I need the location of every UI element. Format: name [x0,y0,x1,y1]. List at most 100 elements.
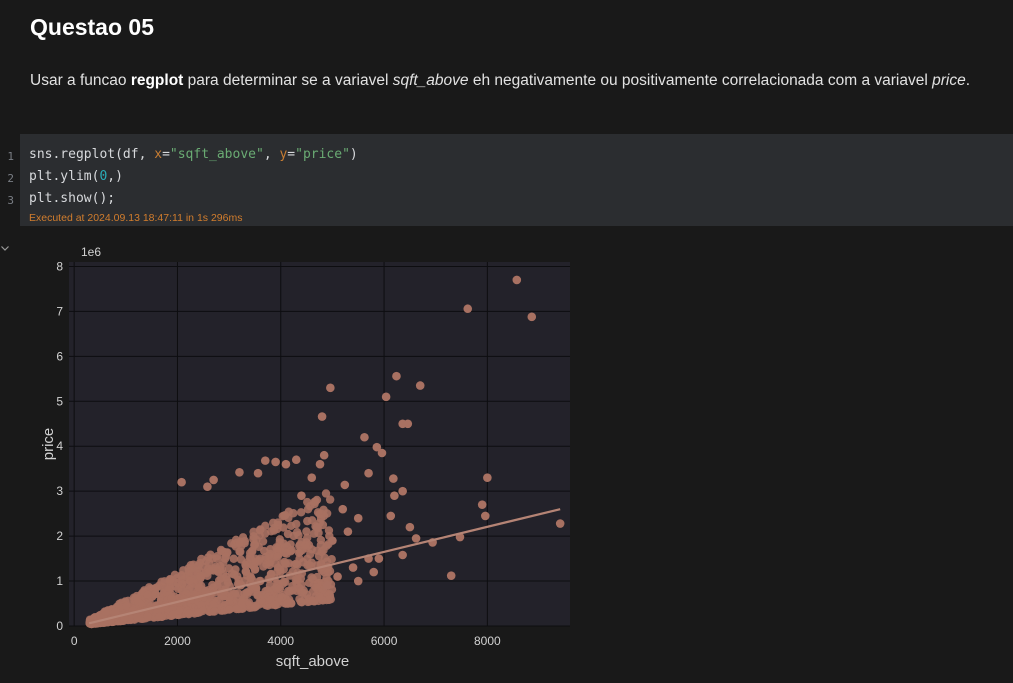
data-point [392,371,401,381]
code-token: , [263,147,280,162]
data-point [235,538,244,548]
data-point [254,542,263,552]
data-point [322,581,332,590]
data-point [250,565,260,574]
data-point [194,583,203,592]
regression-line [88,508,561,625]
data-point [279,565,288,574]
axis-ticks: 0 2000 4000 6000 8000 0 1 2 3 4 5 6 7 8 [56,259,501,648]
line-number: 1 [7,150,14,163]
data-points [85,275,565,629]
data-point [303,505,313,514]
data-point [297,598,307,607]
data-point [340,480,350,490]
y-tick-label: 4 [56,439,63,453]
data-point [292,519,301,529]
data-point [360,432,369,442]
data-point [255,554,265,563]
data-point [512,275,522,285]
data-point [308,596,317,605]
data-point [333,572,342,581]
code-token: ,) [107,169,123,184]
data-point [168,610,178,619]
scatter-plot: 0 2000 4000 6000 8000 0 1 2 3 4 5 6 7 8 1e6 sqft_abov… [40,245,570,670]
data-point [275,535,285,544]
data-point [348,563,358,572]
data-point [325,495,335,504]
data-point [364,468,373,478]
section-heading: Questao 05 [30,14,154,40]
data-point [260,456,270,465]
data-point [155,612,164,622]
data-point [294,531,303,540]
data-point [297,491,306,500]
data-point [302,527,311,536]
code-cell[interactable] [20,134,1013,226]
code-line-1[interactable]: sns.regplot(df, x="sqft_above", y="price… [29,147,358,162]
data-point [198,606,207,616]
x-tick-label: 2000 [164,634,191,648]
execution-status: Executed at 2024.09.13 18:47:11 in 1s 29… [29,212,243,224]
data-point [151,589,160,599]
data-point [205,566,215,575]
data-point [235,468,244,477]
paragraph-text: eh negativamente ou positivamente correl… [468,72,933,89]
paragraph-text: para determinar se a variavel [183,72,393,89]
data-point [209,600,218,609]
data-point [463,304,473,314]
data-point [233,572,242,581]
data-point [203,482,212,491]
data-point [377,448,387,458]
data-point [273,518,283,527]
data-point [386,511,396,521]
data-point [338,504,348,514]
data-point [232,604,241,614]
data-point [271,457,280,467]
code-line-3[interactable]: plt.show(); [29,191,116,206]
paragraph-text: . [965,72,971,89]
data-point [297,537,306,547]
data-point [246,574,255,583]
data-point [280,557,289,567]
data-point [403,419,413,429]
code-string: "price" [295,147,350,162]
data-point [291,455,301,465]
data-point [221,581,230,590]
data-point [179,566,188,575]
data-point [197,554,206,564]
data-point [293,560,302,570]
data-point [372,442,382,452]
code-string: "sqft_above" [169,147,264,162]
data-point [253,468,263,478]
y-axis-offset-label: 1e6 [81,245,101,259]
code-line-2[interactable]: plt.ylim(0,) [29,169,123,184]
data-point [152,583,161,592]
code-token: = [287,147,296,162]
collapse-output-icon[interactable] [0,243,10,253]
data-point [274,594,284,603]
code-token: ) [349,147,358,162]
data-point [194,561,203,570]
y-tick-label: 5 [56,394,63,408]
data-point [122,602,131,611]
data-point [111,607,120,617]
data-point [317,412,327,421]
data-point [251,602,261,611]
data-point [324,568,333,577]
data-point [303,497,312,507]
data-point [143,612,152,621]
data-point [321,489,331,498]
data-point [555,519,565,528]
data-point [398,550,407,560]
data-point [315,459,325,469]
data-point [415,381,425,390]
y-tick-label: 1 [56,574,63,588]
line-number: 3 [7,194,14,207]
paragraph-italic-variable: price [932,72,966,89]
data-point [230,589,240,598]
data-point [204,553,213,562]
x-axis-label: sqft_above [276,653,349,670]
x-tick-label: 0 [71,634,78,648]
data-point [477,500,487,509]
data-point [314,592,324,602]
